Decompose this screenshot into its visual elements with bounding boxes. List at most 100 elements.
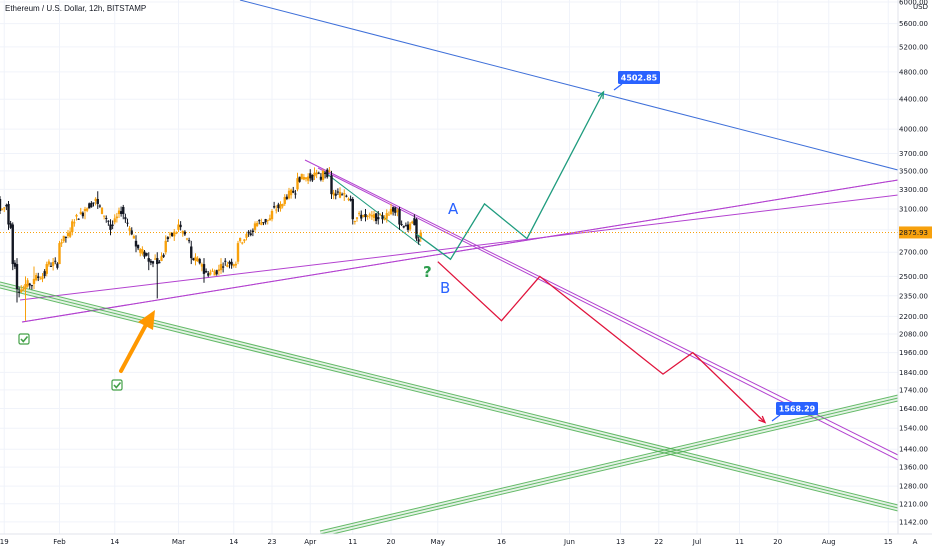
candle-body[interactable] <box>387 214 390 216</box>
candle-body[interactable] <box>366 215 369 217</box>
candle-body[interactable] <box>13 262 16 267</box>
candle-body[interactable] <box>141 249 144 254</box>
candle-body[interactable] <box>54 260 57 262</box>
candle-body[interactable] <box>351 198 354 220</box>
candle-body[interactable] <box>58 243 61 265</box>
candle-body[interactable] <box>313 172 316 177</box>
candle-body[interactable] <box>115 216 118 219</box>
candle-body[interactable] <box>319 176 322 180</box>
candle-body[interactable] <box>383 218 386 220</box>
candle-body[interactable] <box>343 193 346 195</box>
candle-body[interactable] <box>132 235 135 239</box>
time-axis[interactable]: 19 Feb 14 Mar 14 23 Apr 11 20 May 16 Jun 13 22 Jul 11 20… <box>0 533 932 550</box>
candle-body[interactable] <box>273 206 276 208</box>
candle-body[interactable] <box>307 176 310 181</box>
candle-body[interactable] <box>188 240 191 242</box>
scenario-b-path[interactable] <box>437 261 766 423</box>
candle-body[interactable] <box>400 224 403 226</box>
candle-body[interactable] <box>39 278 42 280</box>
candle-body[interactable] <box>234 263 237 266</box>
candle-body[interactable] <box>368 214 371 216</box>
candle-body[interactable] <box>302 176 305 180</box>
candle-body[interactable] <box>411 221 414 224</box>
candle-body[interactable] <box>22 288 25 290</box>
candle-body[interactable] <box>92 202 95 204</box>
candle-body[interactable] <box>245 233 248 238</box>
candle-body[interactable] <box>415 219 418 239</box>
candle-body[interactable] <box>249 233 252 236</box>
candle-body[interactable] <box>268 218 271 221</box>
candle-body[interactable] <box>247 231 250 234</box>
candle-body[interactable] <box>62 235 65 242</box>
candle-body[interactable] <box>171 232 174 236</box>
candle-body[interactable] <box>358 213 361 215</box>
candle-body[interactable] <box>396 210 399 212</box>
candle-body[interactable] <box>94 198 97 202</box>
candle-body[interactable] <box>315 172 318 175</box>
candle-body[interactable] <box>83 208 87 211</box>
scenario-a-path[interactable] <box>416 91 605 261</box>
candle-body[interactable] <box>124 217 127 220</box>
candle-body[interactable] <box>156 258 159 265</box>
green-band-asc-1[interactable] <box>319 397 899 535</box>
candle-body[interactable] <box>196 258 199 262</box>
candle-body[interactable] <box>360 214 363 219</box>
candle-body[interactable] <box>154 258 157 260</box>
candle-body[interactable] <box>277 204 280 209</box>
candle-body[interactable] <box>9 223 12 228</box>
candle-body[interactable] <box>185 238 189 240</box>
candle-body[interactable] <box>260 222 263 225</box>
candle-body[interactable] <box>409 223 412 230</box>
candle-body[interactable] <box>300 173 303 180</box>
candle-body[interactable] <box>283 197 286 204</box>
candle-body[interactable] <box>86 208 89 211</box>
candle-body[interactable] <box>370 215 373 217</box>
candle-body[interactable] <box>103 215 106 217</box>
candle-body[interactable] <box>217 269 220 272</box>
candle-body[interactable] <box>107 220 110 222</box>
candle-body[interactable] <box>332 192 335 196</box>
candle-body[interactable] <box>162 254 165 257</box>
candle-body[interactable] <box>151 261 155 264</box>
candle-body[interactable] <box>194 256 197 262</box>
candle-body[interactable] <box>236 243 240 262</box>
candle-body[interactable] <box>7 203 10 225</box>
candle-body[interactable] <box>362 215 365 217</box>
candle-body[interactable] <box>364 214 367 218</box>
annotation-markers[interactable]: A B? 4502.85 1568.29 <box>18 71 818 422</box>
candle-body[interactable] <box>253 223 257 230</box>
candle-body[interactable] <box>377 217 380 220</box>
candle-body[interactable] <box>143 251 146 257</box>
candle-body[interactable] <box>224 260 227 262</box>
candle-body[interactable] <box>60 242 63 244</box>
candle-body[interactable] <box>56 263 59 268</box>
candle-body[interactable] <box>145 253 148 256</box>
candle-body[interactable] <box>173 231 176 237</box>
candle-body[interactable] <box>120 211 123 214</box>
candle-body[interactable] <box>287 190 291 199</box>
green-band-asc-0[interactable] <box>319 394 899 532</box>
scenario-paths[interactable] <box>416 90 767 424</box>
candle-body[interactable] <box>228 261 231 264</box>
candle-body[interactable] <box>341 194 344 196</box>
candle-body[interactable] <box>379 214 382 216</box>
candle-body[interactable] <box>71 221 74 233</box>
candles-layer[interactable] <box>0 167 422 321</box>
channel-line-a[interactable] <box>21 179 899 323</box>
candle-body[interactable] <box>117 210 121 215</box>
candle-body[interactable] <box>213 271 216 276</box>
candle-body[interactable] <box>270 210 274 220</box>
candle-body[interactable] <box>113 218 116 223</box>
candle-body[interactable] <box>15 264 19 290</box>
candle-body[interactable] <box>309 173 312 179</box>
candle-body[interactable] <box>215 270 218 275</box>
candle-body[interactable] <box>279 203 282 209</box>
candle-body[interactable] <box>243 239 246 242</box>
candle-body[interactable] <box>88 203 91 209</box>
trendline-blue[interactable] <box>239 0 899 171</box>
candle-body[interactable] <box>147 258 150 262</box>
candle-body[interactable] <box>258 220 261 222</box>
candle-body[interactable] <box>32 278 36 284</box>
candle-body[interactable] <box>402 226 405 228</box>
